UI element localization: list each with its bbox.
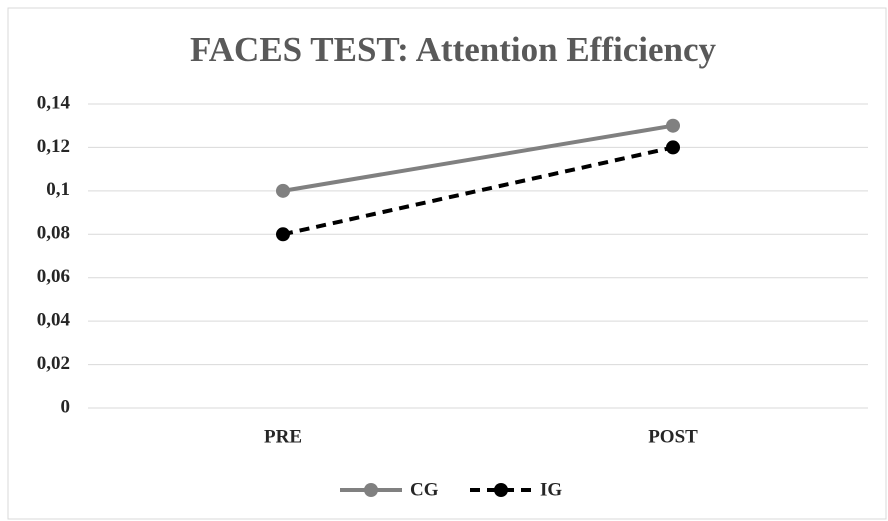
series-marker <box>276 227 290 242</box>
series-marker <box>666 140 680 155</box>
series-marker <box>666 118 680 133</box>
x-tick-label: PRE <box>264 426 302 447</box>
y-tick-label: 0,04 <box>37 310 71 331</box>
chart-border <box>7 7 887 520</box>
y-tick-label: 0,02 <box>37 353 70 374</box>
series-marker <box>276 183 290 198</box>
chart-title: FACES TEST: Attention Efficiency <box>190 30 716 69</box>
legend-label: CG <box>410 479 439 500</box>
legend-marker <box>364 483 378 497</box>
y-tick-label: 0,08 <box>37 223 70 244</box>
y-tick-label: 0,06 <box>37 266 70 287</box>
x-tick-label: POST <box>648 426 698 447</box>
y-tick-label: 0,1 <box>46 179 70 200</box>
y-tick-label: 0 <box>61 396 71 417</box>
legend-marker <box>494 483 508 497</box>
legend-label: IG <box>540 479 562 500</box>
y-tick-label: 0,12 <box>37 136 70 157</box>
series-line <box>282 145 674 237</box>
series-line <box>282 123 674 193</box>
y-tick-label: 0,14 <box>37 92 71 113</box>
